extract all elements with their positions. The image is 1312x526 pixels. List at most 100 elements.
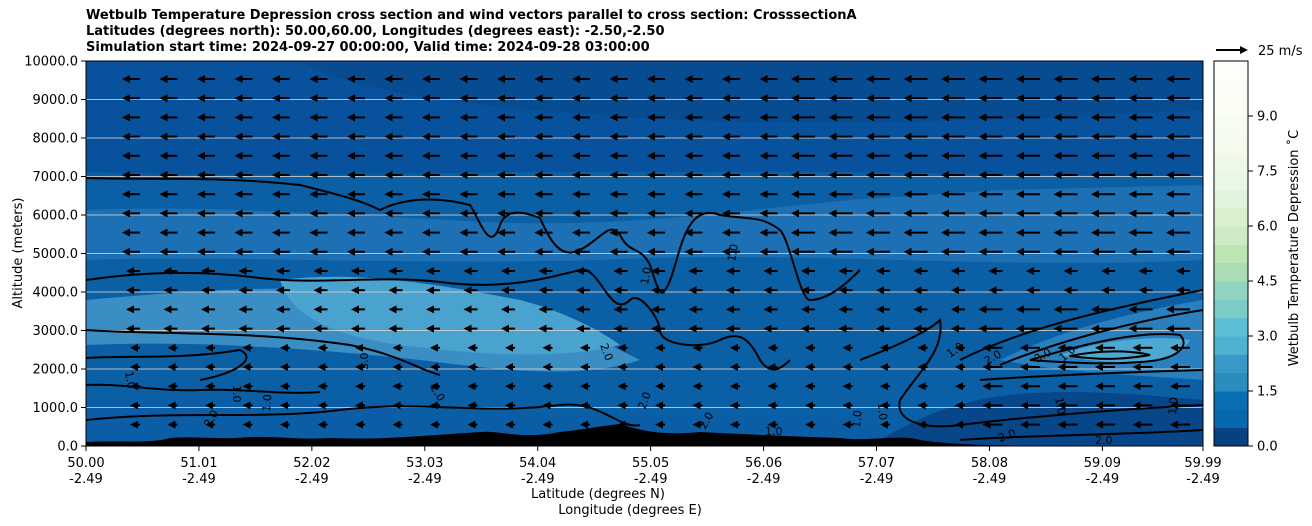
- colorbar-tick-label: 4.5: [1257, 275, 1278, 290]
- contour-line-right-1: [859, 317, 1203, 428]
- y-tick-label: 4000.0: [33, 286, 79, 301]
- colorbar-segment: [1214, 427, 1248, 447]
- contour-line-3000: [86, 329, 441, 376]
- colorbar-tick-label: 7.5: [1257, 165, 1278, 180]
- quiver-key-label: 25 m/s: [1258, 44, 1303, 59]
- fill-band-top-dark: [300, 61, 1203, 123]
- colorbar-segment: [1214, 244, 1248, 264]
- contour-line-low-left-2: [86, 383, 321, 394]
- colorbar-segment: [1214, 79, 1248, 99]
- contour-line-low-left: [86, 348, 248, 381]
- contour-label-15: 1.0: [122, 370, 138, 389]
- y-axis-label: Altitude (meters): [11, 198, 26, 309]
- y-tick-label: 8000.0: [33, 132, 79, 147]
- colorbar-label: Wetbulb Temperature Depression ˚C: [1286, 130, 1302, 367]
- x-axis-label-lat: Latitude (degrees N): [531, 487, 665, 502]
- y-tick-label: 6000.0: [33, 209, 79, 224]
- x-tick-label-lon: -2.49: [860, 472, 894, 487]
- colorbar-segment: [1214, 372, 1248, 392]
- contour-label-6: 1.0: [260, 394, 274, 413]
- contour-label-1: 1.0: [638, 266, 654, 285]
- x-tick-label-lat: 52.02: [293, 456, 330, 471]
- contour-label-4: 2.0: [597, 342, 615, 363]
- x-tick-label-lon: -2.49: [634, 472, 668, 487]
- contour-line-right-5: [1069, 350, 1151, 360]
- x-tick-label-lon: -2.49: [1086, 472, 1120, 487]
- x-tick-label-lon: -2.49: [408, 472, 442, 487]
- x-tick-label-lat: 59.09: [1084, 456, 1121, 471]
- x-tick-label-lat: 57.07: [858, 456, 895, 471]
- colorbar-segment: [1214, 97, 1248, 117]
- x-tick-label-lon: -2.49: [69, 472, 103, 487]
- colorbar-tick-label: 1.5: [1257, 385, 1278, 400]
- colorbar-segment: [1214, 336, 1248, 355]
- colorbar-segment: [1214, 61, 1248, 80]
- colorbar-segment: [1214, 189, 1248, 209]
- colorbar-segment: [1214, 262, 1248, 282]
- contour-label-3: 3.0: [358, 353, 371, 371]
- y-tick-label: 9000.0: [33, 93, 79, 108]
- contour-label-12: 1.0: [1052, 396, 1068, 415]
- y-tick-label: 1000.0: [33, 401, 79, 416]
- colorbar-segment: [1214, 299, 1248, 319]
- colorbar-tick-label: 9.0: [1257, 110, 1278, 125]
- contour-line-low-right: [959, 429, 1203, 441]
- contour-line-low: [86, 403, 641, 427]
- contour-line-upper: [86, 177, 861, 302]
- y-tick-label: 0.0: [57, 440, 78, 455]
- quiver-key: 25 m/s: [1216, 44, 1303, 59]
- contour-label-22: 1.0: [850, 410, 864, 429]
- fill-band-right-peak: [1060, 338, 1190, 363]
- x-tick-label-lon: -2.49: [1186, 472, 1220, 487]
- wind-vectors: [122, 75, 1190, 429]
- contour-label-7: 2.0: [636, 390, 654, 411]
- x-tick-label-lat: 59.99: [1184, 456, 1221, 471]
- colorbar: 0.0 1.5 3.0 4.5 6.0 7.5 9.0: [1213, 60, 1278, 455]
- contour-label-2: 1.0: [725, 243, 741, 262]
- x-tick-label-lat: 56.06: [745, 456, 782, 471]
- chart-title-line-1: Wetbulb Temperature Depression cross sec…: [86, 8, 857, 23]
- x-tick-label-lat: 55.05: [632, 456, 669, 471]
- contour-label-20: 2.0: [997, 427, 1018, 445]
- contour-line-4000: [86, 268, 791, 371]
- colorbar-segment: [1214, 134, 1248, 154]
- colorbar-segment: [1214, 116, 1248, 135]
- plot-area: 1.0 1.0 3.0 2.0 2.0 1.0 2.0 1.0 2.0 3.0 …: [86, 61, 1203, 446]
- colorbar-segment: [1214, 281, 1248, 300]
- contour-label-13: 1.0: [875, 402, 889, 421]
- y-tick-label: 5000.0: [33, 247, 79, 262]
- x-axis-label-lon: Longitude (degrees E): [558, 503, 702, 518]
- x-tick-label-lat: 58.08: [971, 456, 1008, 471]
- x-tick-label-lon: -2.49: [521, 472, 555, 487]
- fill-band-light-2: [280, 276, 620, 355]
- colorbar-tick-label: 0.0: [1257, 440, 1278, 455]
- colorbar-tick-label: 3.0: [1257, 330, 1278, 345]
- y-tick-label: 2000.0: [33, 363, 79, 378]
- y-tick-label: 10000.0: [24, 55, 78, 70]
- contour-line-right-3: [999, 309, 1203, 366]
- x-tick-label-lon: -2.49: [747, 472, 781, 487]
- x-tick-label-lon: -2.49: [182, 472, 216, 487]
- terrain: [86, 424, 1203, 446]
- colorbar-segment: [1214, 226, 1248, 245]
- chart-title-line-3: Simulation start time: 2024-09-27 00:00:…: [86, 40, 650, 55]
- y-tick-label: 3000.0: [33, 324, 79, 339]
- x-tick-label-lat: 53.03: [406, 456, 443, 471]
- colorbar-tick-label: 6.0: [1257, 220, 1278, 235]
- colorbar-segment: [1214, 354, 1248, 374]
- y-tick-label: 7000.0: [33, 170, 79, 185]
- x-tick-label-lon: -2.49: [295, 472, 329, 487]
- colorbar-segment: [1214, 152, 1248, 172]
- contour-label-17: 1.0: [1166, 397, 1180, 416]
- x-tick-label-lon: -2.49: [973, 472, 1007, 487]
- contour-label-16: 1.0: [230, 385, 243, 403]
- contour-label-19: 1.0: [765, 425, 783, 438]
- x-tick-label-lat: 50.00: [67, 456, 104, 471]
- chart-title-line-2: Latitudes (degrees north): 50.00,60.00, …: [86, 24, 665, 39]
- colorbar-segment: [1214, 207, 1248, 227]
- colorbar-segment: [1214, 391, 1248, 410]
- x-tick-label-lat: 54.04: [519, 456, 556, 471]
- y-axis: 0.0 1000.0 2000.0 3000.0 4000.0 5000.0 6000.0 7…: [24, 55, 86, 455]
- x-axis: 50.00-2.4951.01-2.4952.02-2.4953.03-2.49…: [67, 446, 1222, 487]
